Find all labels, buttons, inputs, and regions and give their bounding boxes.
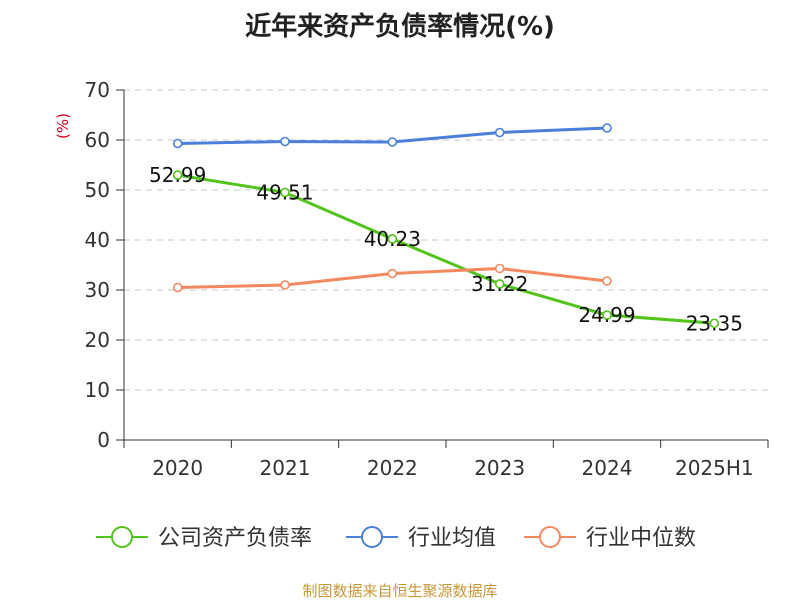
y-tick-label: 40 [85,228,110,252]
data-source-note: 制图数据来自恒生聚源数据库 [302,582,498,600]
legend-marker-3[interactable] [539,526,561,548]
x-tick-label: 2025H1 [675,456,754,480]
y-tick-label: 10 [85,378,110,402]
x-tick-label: 2020 [152,456,203,480]
data-point [387,234,398,244]
y-tick-label: 70 [85,78,110,102]
data-point [280,280,290,290]
data-point [387,268,398,279]
series-line-1 [177,173,715,325]
y-tick-label: 20 [85,328,110,352]
data-point [602,310,612,320]
data-point [602,123,612,133]
data-point [709,318,720,329]
chart-title: 近年来资产负债率情况(%) [245,12,555,42]
data-point [172,170,183,180]
y-tick-label: 60 [85,128,110,152]
data-point [387,137,398,147]
data-label: 40.23 [364,227,421,251]
y-tick-label: 0 [97,428,110,452]
data-label: 31.22 [471,272,528,296]
data-point [494,263,505,274]
legend-label-3[interactable]: 行业中位数 [586,526,696,551]
x-tick-label: 2022 [367,456,418,480]
legend-marker-2[interactable] [361,526,383,548]
y-tick-label: 30 [85,278,110,302]
data-point [494,127,505,138]
legend-label-1[interactable]: 公司资产负债率 [158,526,312,551]
data-point [280,136,290,147]
data-point [494,279,505,289]
legend-label-2[interactable]: 行业均值 [408,526,496,551]
data-point [172,282,183,293]
data-label: 24.99 [578,303,635,327]
x-tick-label: 2021 [260,456,311,480]
y-axis-unit-label: (%) [54,113,72,139]
x-tick-label: 2024 [582,456,633,480]
y-tick-label: 50 [85,178,110,202]
data-point [602,276,612,286]
data-label: 23.35 [686,311,743,335]
legend-marker-1[interactable] [111,526,133,548]
data-point [280,187,290,198]
data-point [172,138,183,149]
data-label: 52.99 [149,163,206,187]
x-tick-label: 2023 [474,456,525,480]
data-label: 49.51 [256,180,313,204]
